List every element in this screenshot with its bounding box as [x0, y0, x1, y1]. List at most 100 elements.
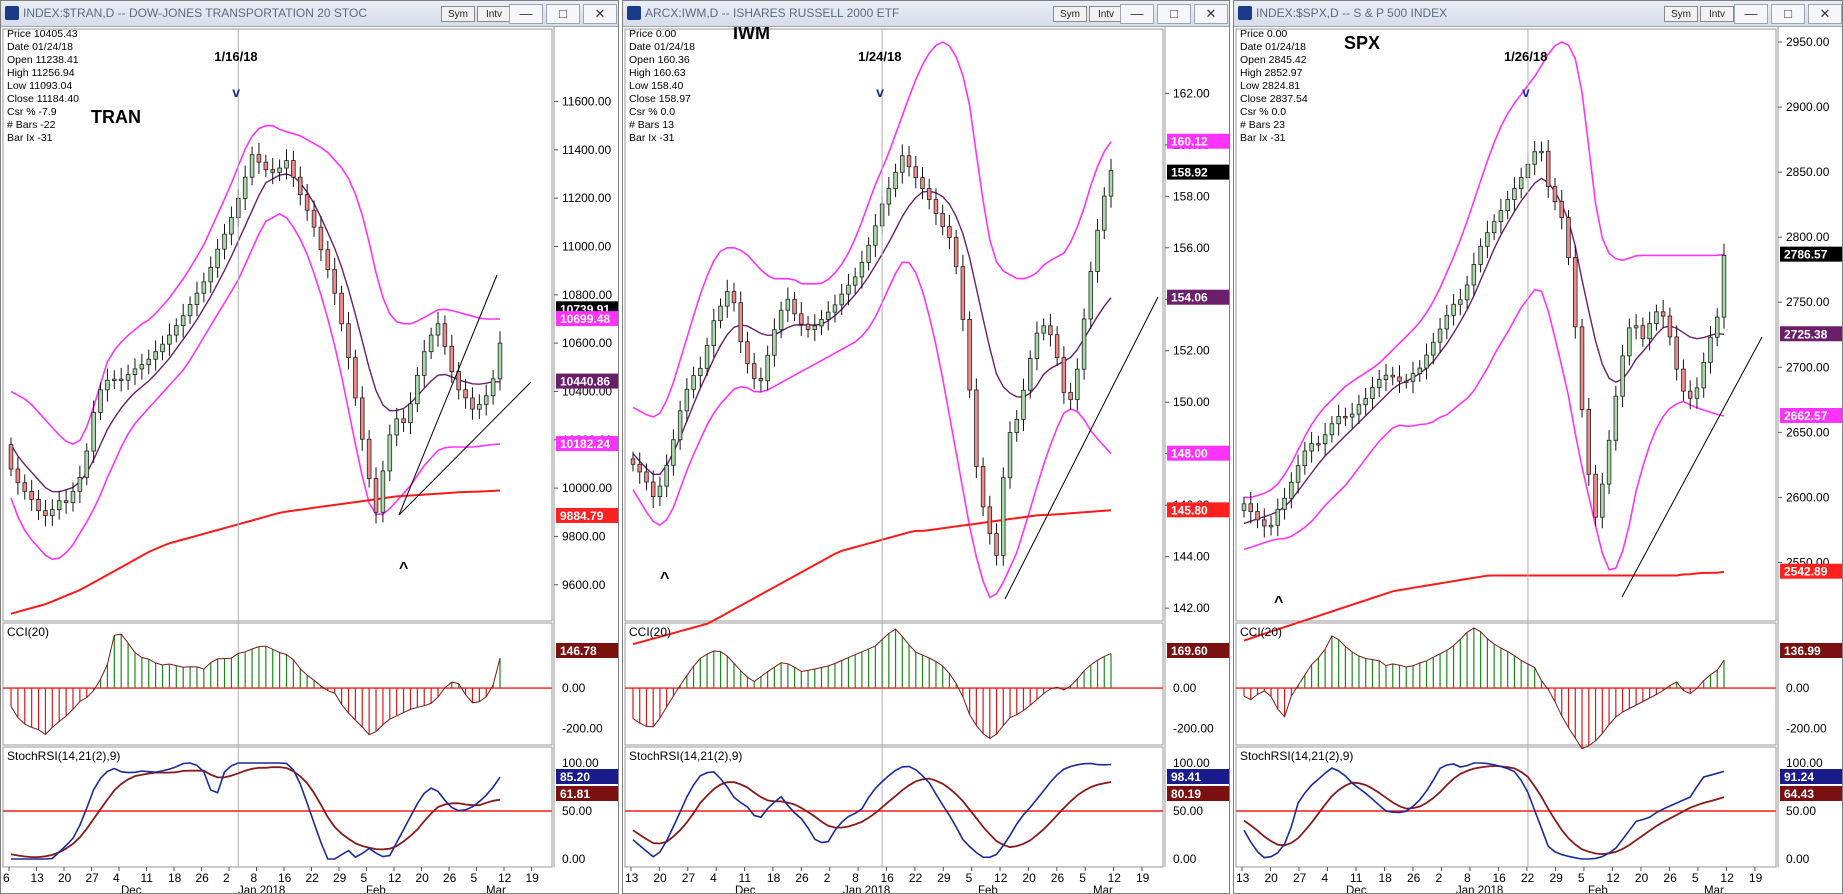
chart-canvas[interactable]: 2950.002900.002850.002800.002750.002700.…: [1234, 27, 1843, 894]
x-tick-label: 12: [388, 871, 402, 885]
candle-body: [1048, 325, 1053, 336]
candle-body: [684, 388, 690, 412]
candle-body: [812, 325, 818, 330]
window-titlebar[interactable]: INDEX:$TRAN,D -- DOW-JONES TRANSPORTATIO…: [1, 1, 618, 27]
price-badge-label: 2662.57: [1784, 409, 1828, 423]
candle-body: [1255, 511, 1260, 521]
close-icon[interactable]: ✕: [1194, 4, 1228, 24]
month-label: Dec: [735, 885, 756, 894]
candle-body: [758, 378, 764, 382]
candle-body: [56, 500, 62, 510]
price-tick-label: 10800.00: [562, 288, 612, 302]
price-tick-label: 156.00: [1173, 241, 1210, 255]
price-tick-label: 158.00: [1173, 189, 1210, 203]
candle-body: [22, 482, 28, 492]
stoch-signal-line: [10, 766, 501, 858]
price-badge-label: 2725.38: [1784, 327, 1828, 341]
candle-body: [477, 403, 482, 410]
chart-canvas[interactable]: 162.00160.00158.00156.00154.00152.00150.…: [623, 27, 1230, 894]
candle-body: [1014, 418, 1019, 433]
candle-body: [146, 358, 152, 366]
maximize-icon[interactable]: □: [1157, 4, 1191, 24]
candle-body: [291, 160, 296, 178]
info-line: Bar Ix -31: [629, 132, 675, 144]
candle-body: [725, 291, 730, 307]
candle-body: [731, 291, 737, 304]
candle-body: [91, 411, 96, 452]
candle-body: [1620, 355, 1625, 397]
x-tick-label: 22: [909, 871, 923, 885]
maximize-icon[interactable]: □: [1771, 4, 1805, 24]
chart-canvas[interactable]: 11600.0011400.0011200.0011000.0010800.00…: [1, 27, 619, 894]
candle-body: [953, 237, 959, 268]
x-tick-label: 26: [1051, 871, 1065, 885]
candle-body: [215, 248, 220, 268]
candle-body: [1262, 519, 1267, 527]
info-line: Close 11184.40: [7, 93, 79, 105]
intv-button[interactable]: Intv: [1089, 6, 1123, 22]
minimize-icon[interactable]: —: [509, 4, 543, 24]
candle-body: [826, 311, 831, 320]
candle-body: [229, 217, 234, 235]
candle-body: [1424, 354, 1429, 369]
upper-band-line: [10, 124, 500, 445]
candle-body: [1248, 503, 1253, 513]
candle-body: [1478, 245, 1483, 265]
candle-body: [194, 292, 200, 305]
candle-body: [671, 439, 676, 466]
candle-body: [650, 481, 656, 497]
peak-date-label: 1/24/18: [858, 49, 901, 64]
info-line: Low 158.40: [629, 80, 683, 92]
candle-body: [1647, 323, 1652, 340]
maximize-icon[interactable]: □: [546, 4, 580, 24]
ma200-line: [632, 509, 1112, 646]
candle-body: [1383, 374, 1389, 380]
candle-body: [1667, 315, 1673, 338]
stoch-badge-label: 91.24: [1784, 770, 1814, 784]
window-titlebar[interactable]: INDEX:$SPX,D -- S & P 500 INDEX Sym Intv…: [1234, 1, 1842, 27]
candle-body: [1458, 299, 1463, 305]
x-tick-label: 13: [625, 871, 639, 885]
month-label: Jan 2018: [238, 885, 285, 894]
cci-badge-label: 136.99: [1784, 644, 1821, 658]
chart-window-tran[interactable]: INDEX:$TRAN,D -- DOW-JONES TRANSPORTATIO…: [0, 0, 619, 894]
price-badge: [1167, 445, 1229, 461]
stoch-tick-label: 0.00: [562, 852, 586, 866]
stoch-signal-badge: [1167, 786, 1229, 801]
chart-window-spx[interactable]: INDEX:$SPX,D -- S & P 500 INDEX Sym Intv…: [1233, 0, 1843, 894]
info-line: Csr % -7.9: [7, 106, 57, 118]
sym-button[interactable]: Sym: [1053, 6, 1087, 22]
peak-date-label: 1/26/18: [1504, 49, 1547, 64]
sym-button[interactable]: Sym: [441, 6, 475, 22]
price-tick-label: 9600.00: [562, 578, 606, 592]
close-icon[interactable]: ✕: [1808, 4, 1842, 24]
stoch-line: [632, 762, 1112, 859]
close-icon[interactable]: ✕: [583, 4, 617, 24]
price-badge-label: 2786.57: [1784, 248, 1828, 262]
sym-button[interactable]: Sym: [1664, 6, 1698, 22]
candle-body: [497, 342, 503, 380]
trough-marker-caret: ^: [1274, 594, 1283, 611]
candle-body: [50, 509, 55, 516]
intv-button[interactable]: Intv: [477, 6, 511, 22]
info-line: Low 11093.04: [7, 80, 72, 92]
x-tick-label: 18: [168, 871, 182, 885]
minimize-icon[interactable]: —: [1734, 4, 1768, 24]
stoch-label: StochRSI(14,21(2),9): [629, 749, 742, 763]
price-tick-label: 9800.00: [562, 529, 606, 543]
candle-body: [1336, 416, 1341, 425]
minimize-icon[interactable]: —: [1120, 4, 1154, 24]
candle-body: [1606, 439, 1612, 485]
window-titlebar[interactable]: ARCX:IWM,D -- ISHARES RUSSELL 2000 ETF S…: [623, 1, 1229, 27]
month-label: Mar: [1093, 885, 1113, 894]
x-tick-label: 2: [824, 871, 831, 885]
cci-pane: [2, 622, 553, 746]
info-line: # Bars 23: [1240, 119, 1285, 131]
candle-body: [153, 351, 158, 360]
x-tick-label: 19: [526, 871, 540, 885]
chart-window-iwm[interactable]: ARCX:IWM,D -- ISHARES RUSSELL 2000 ETF S…: [622, 0, 1230, 894]
intv-button[interactable]: Intv: [1700, 6, 1734, 22]
info-line: Open 160.36: [629, 54, 690, 66]
x-tick-label: 16: [880, 871, 894, 885]
candle-body: [677, 410, 683, 441]
